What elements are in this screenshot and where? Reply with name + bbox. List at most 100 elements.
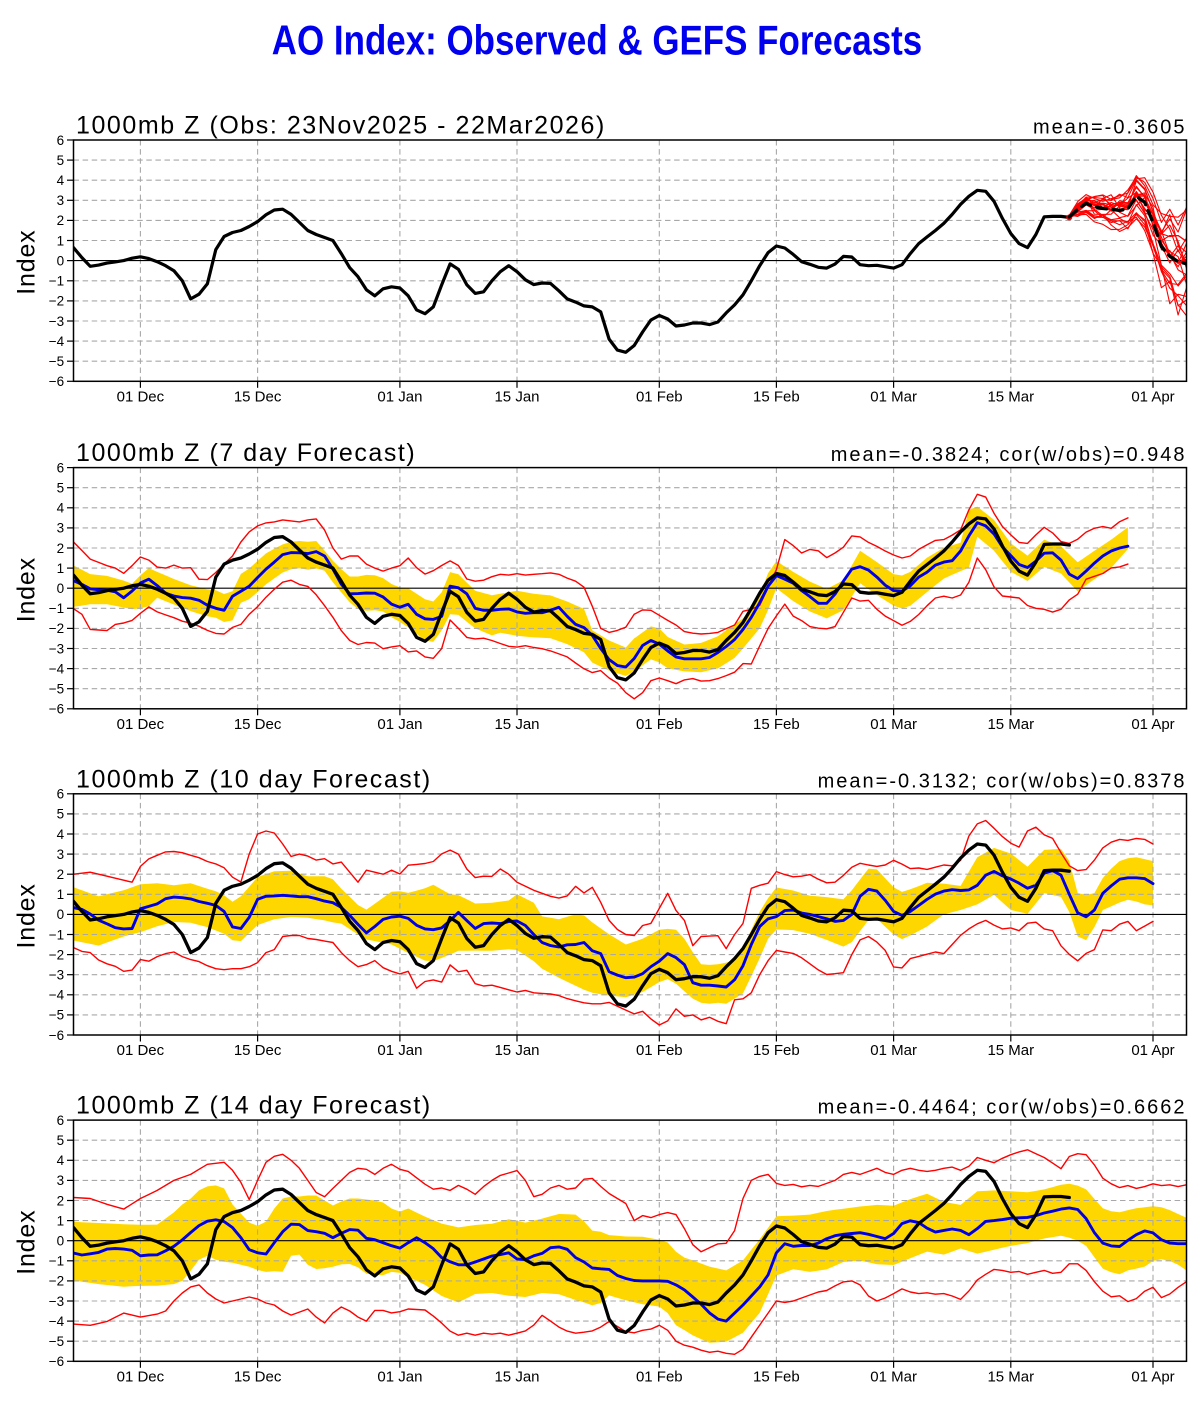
svg-text:2: 2 [57, 213, 65, 228]
svg-text:4: 4 [57, 827, 65, 842]
svg-text:6: 6 [57, 460, 65, 475]
svg-text:−2: −2 [49, 947, 64, 962]
svg-text:0: 0 [57, 1234, 65, 1249]
svg-text:−1: −1 [49, 274, 64, 289]
svg-text:2: 2 [57, 541, 65, 556]
svg-text:mean=-0.4464; cor(w/obs)=0.666: mean=-0.4464; cor(w/obs)=0.6662 [818, 1097, 1187, 1119]
svg-text:01 Mar: 01 Mar [870, 716, 917, 733]
svg-text:15 Dec: 15 Dec [234, 1369, 282, 1386]
svg-text:15 Dec: 15 Dec [234, 389, 282, 406]
svg-text:−5: −5 [49, 1008, 64, 1023]
svg-text:1000mb Z (10 day Forecast): 1000mb Z (10 day Forecast) [76, 765, 432, 793]
svg-text:15 Feb: 15 Feb [753, 716, 800, 733]
svg-text:1: 1 [57, 1213, 65, 1228]
svg-text:15 Mar: 15 Mar [987, 1369, 1034, 1386]
svg-text:15 Jan: 15 Jan [494, 389, 539, 406]
svg-text:−2: −2 [49, 621, 64, 636]
svg-text:5: 5 [57, 807, 65, 822]
svg-text:1: 1 [57, 233, 65, 248]
svg-text:3: 3 [57, 847, 65, 862]
svg-text:01 Jan: 01 Jan [377, 389, 422, 406]
svg-text:6: 6 [57, 133, 65, 148]
svg-text:1000mb Z (14 day Forecast): 1000mb Z (14 day Forecast) [76, 1092, 432, 1120]
svg-text:01 Feb: 01 Feb [636, 716, 683, 733]
svg-text:01 Jan: 01 Jan [377, 716, 422, 733]
svg-text:1: 1 [57, 887, 65, 902]
svg-text:15 Feb: 15 Feb [753, 389, 800, 406]
svg-text:−4: −4 [49, 1314, 65, 1329]
svg-text:15 Dec: 15 Dec [234, 1042, 282, 1059]
svg-text:−6: −6 [49, 702, 64, 717]
svg-text:−5: −5 [49, 354, 64, 369]
svg-text:6: 6 [57, 1113, 65, 1128]
svg-text:−4: −4 [49, 661, 65, 676]
svg-text:−3: −3 [49, 968, 64, 983]
svg-text:0: 0 [57, 253, 65, 268]
svg-text:5: 5 [57, 1133, 65, 1148]
svg-text:1000mb Z (Obs: 23Nov2025 - 22M: 1000mb Z (Obs: 23Nov2025 - 22Mar2026) [76, 112, 606, 140]
svg-text:3: 3 [57, 193, 65, 208]
svg-text:−6: −6 [49, 1028, 64, 1043]
svg-text:15 Jan: 15 Jan [494, 1369, 539, 1386]
svg-text:−3: −3 [49, 1294, 64, 1309]
svg-text:01 Apr: 01 Apr [1131, 389, 1174, 406]
svg-text:−2: −2 [49, 294, 64, 309]
svg-text:3: 3 [57, 1173, 65, 1188]
svg-text:0: 0 [57, 907, 65, 922]
svg-text:01 Dec: 01 Dec [117, 1042, 165, 1059]
svg-text:15 Mar: 15 Mar [987, 716, 1034, 733]
svg-text:01 Apr: 01 Apr [1131, 716, 1174, 733]
svg-text:15 Feb: 15 Feb [753, 1369, 800, 1386]
svg-text:−2: −2 [49, 1274, 64, 1289]
svg-text:2: 2 [57, 867, 65, 882]
svg-text:−6: −6 [49, 374, 64, 389]
svg-text:01 Dec: 01 Dec [117, 716, 165, 733]
svg-text:01 Dec: 01 Dec [117, 389, 165, 406]
svg-text:6: 6 [57, 787, 65, 802]
svg-text:15 Mar: 15 Mar [987, 1042, 1034, 1059]
svg-text:5: 5 [57, 481, 65, 496]
svg-text:−1: −1 [49, 601, 64, 616]
svg-text:AO Index: Observed & GEFS Fore: AO Index: Observed & GEFS Forecasts [272, 18, 922, 65]
svg-text:15 Mar: 15 Mar [987, 389, 1034, 406]
svg-text:01 Feb: 01 Feb [636, 1042, 683, 1059]
svg-text:1: 1 [57, 561, 65, 576]
svg-text:mean=-0.3605: mean=-0.3605 [1033, 117, 1187, 139]
svg-text:4: 4 [57, 173, 65, 188]
svg-text:15 Jan: 15 Jan [494, 1042, 539, 1059]
svg-text:0: 0 [57, 581, 65, 596]
svg-text:Index: Index [13, 1210, 41, 1275]
svg-text:4: 4 [57, 1153, 65, 1168]
svg-text:01 Jan: 01 Jan [377, 1042, 422, 1059]
svg-text:01 Mar: 01 Mar [870, 1369, 917, 1386]
svg-text:2: 2 [57, 1193, 65, 1208]
svg-text:−1: −1 [49, 927, 64, 942]
svg-text:−1: −1 [49, 1254, 64, 1269]
svg-text:01 Jan: 01 Jan [377, 1369, 422, 1386]
svg-text:5: 5 [57, 153, 65, 168]
svg-text:15 Jan: 15 Jan [494, 716, 539, 733]
svg-text:−3: −3 [49, 641, 64, 656]
svg-text:3: 3 [57, 521, 65, 536]
svg-text:15 Dec: 15 Dec [234, 716, 282, 733]
svg-text:01 Feb: 01 Feb [636, 389, 683, 406]
svg-text:1000mb Z (7 day Forecast): 1000mb Z (7 day Forecast) [76, 439, 416, 467]
svg-text:Index: Index [13, 557, 41, 622]
svg-text:01 Mar: 01 Mar [870, 1042, 917, 1059]
svg-text:01 Feb: 01 Feb [636, 1369, 683, 1386]
svg-text:mean=-0.3824; cor(w/obs)=0.948: mean=-0.3824; cor(w/obs)=0.948 [831, 444, 1187, 466]
svg-text:−3: −3 [49, 314, 64, 329]
svg-text:4: 4 [57, 501, 65, 516]
svg-text:mean=-0.3132; cor(w/obs)=0.837: mean=-0.3132; cor(w/obs)=0.8378 [818, 770, 1187, 792]
svg-text:01 Dec: 01 Dec [117, 1369, 165, 1386]
svg-text:15 Feb: 15 Feb [753, 1042, 800, 1059]
svg-text:Index: Index [13, 230, 41, 295]
svg-text:−5: −5 [49, 682, 64, 697]
svg-text:−4: −4 [49, 334, 65, 349]
svg-text:−5: −5 [49, 1334, 64, 1349]
svg-text:01 Apr: 01 Apr [1131, 1369, 1174, 1386]
svg-text:01 Apr: 01 Apr [1131, 1042, 1174, 1059]
svg-text:−4: −4 [49, 988, 65, 1003]
svg-text:Index: Index [13, 883, 41, 948]
svg-text:−6: −6 [49, 1354, 64, 1369]
